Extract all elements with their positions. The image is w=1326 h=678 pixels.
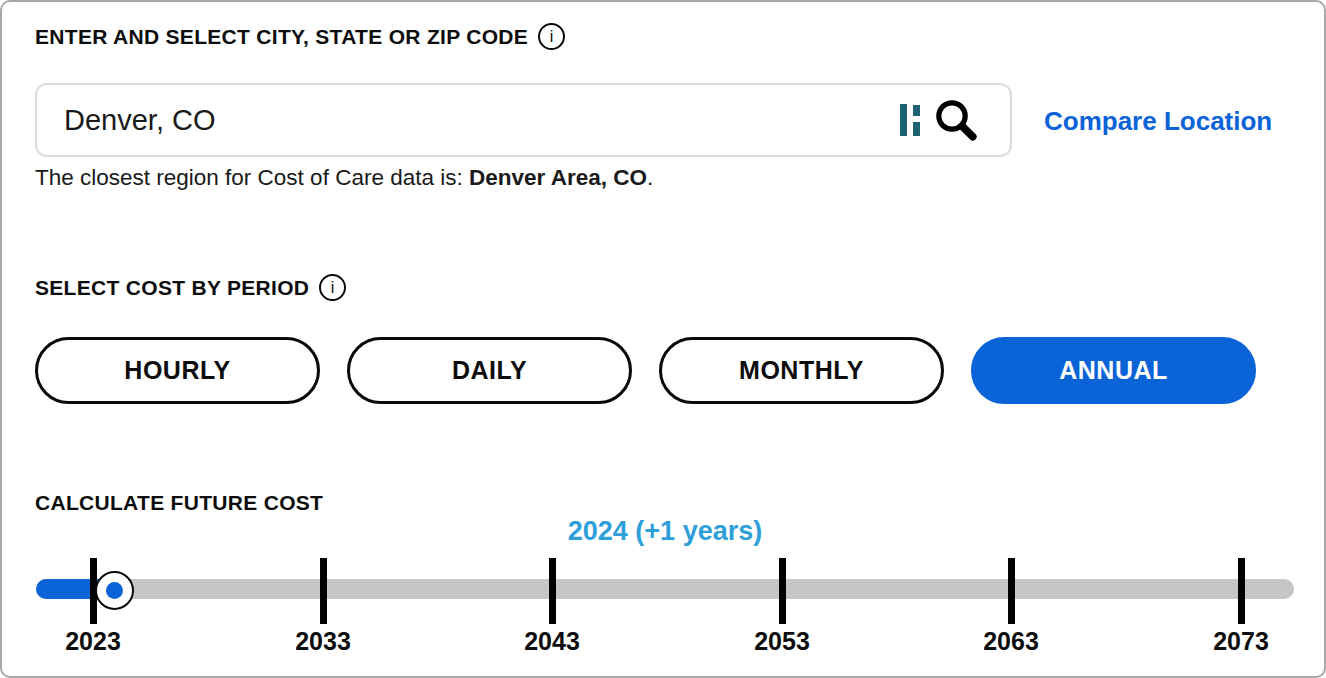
- future-cost-title: CALCULATE FUTURE COST: [35, 491, 323, 515]
- period-button-hourly[interactable]: HOURLY: [35, 337, 320, 404]
- location-input[interactable]: [35, 83, 1012, 157]
- tick-label-2063: 2063: [961, 627, 1061, 656]
- slider-handle-dot: [106, 582, 123, 599]
- tick-label-2033: 2033: [273, 627, 373, 656]
- info-icon[interactable]: i: [538, 23, 565, 50]
- cost-of-care-calculator: ENTER AND SELECT CITY, STATE OR ZIP CODE…: [0, 0, 1326, 678]
- location-search-box: [35, 83, 1012, 157]
- closest-region-text: The closest region for Cost of Care data…: [35, 165, 653, 191]
- compare-location-link[interactable]: Compare Location: [1044, 106, 1272, 137]
- slider-handle[interactable]: [95, 571, 134, 610]
- slider-value-label: 2024 (+1 years): [2, 516, 1326, 547]
- tick-label-2073: 2073: [1191, 627, 1291, 656]
- future-cost-slider: 2023 2033 2043 2053 2063 2073: [35, 547, 1295, 672]
- period-button-monthly[interactable]: MONTHLY: [659, 337, 944, 404]
- region-text-suffix: .: [647, 165, 653, 190]
- info-icon[interactable]: i: [319, 274, 346, 301]
- tick-label-2023: 2023: [43, 627, 143, 656]
- future-cost-heading: CALCULATE FUTURE COST: [35, 491, 323, 515]
- period-section-heading: SELECT COST BY PERIOD i: [35, 274, 346, 301]
- period-button-group: HOURLY DAILY MONTHLY ANNUAL: [35, 337, 1256, 404]
- slider-track[interactable]: [36, 579, 1294, 599]
- period-button-daily[interactable]: DAILY: [347, 337, 632, 404]
- tick-label-2053: 2053: [732, 627, 832, 656]
- period-button-annual[interactable]: ANNUAL: [971, 337, 1256, 404]
- search-icon[interactable]: [932, 96, 980, 144]
- location-section-title: ENTER AND SELECT CITY, STATE OR ZIP CODE: [35, 25, 528, 49]
- period-section-title: SELECT COST BY PERIOD: [35, 276, 309, 300]
- region-text-prefix: The closest region for Cost of Care data…: [35, 165, 469, 190]
- tick-label-2043: 2043: [502, 627, 602, 656]
- location-section-heading: ENTER AND SELECT CITY, STATE OR ZIP CODE…: [35, 23, 565, 50]
- region-name: Denver Area, CO: [469, 165, 647, 190]
